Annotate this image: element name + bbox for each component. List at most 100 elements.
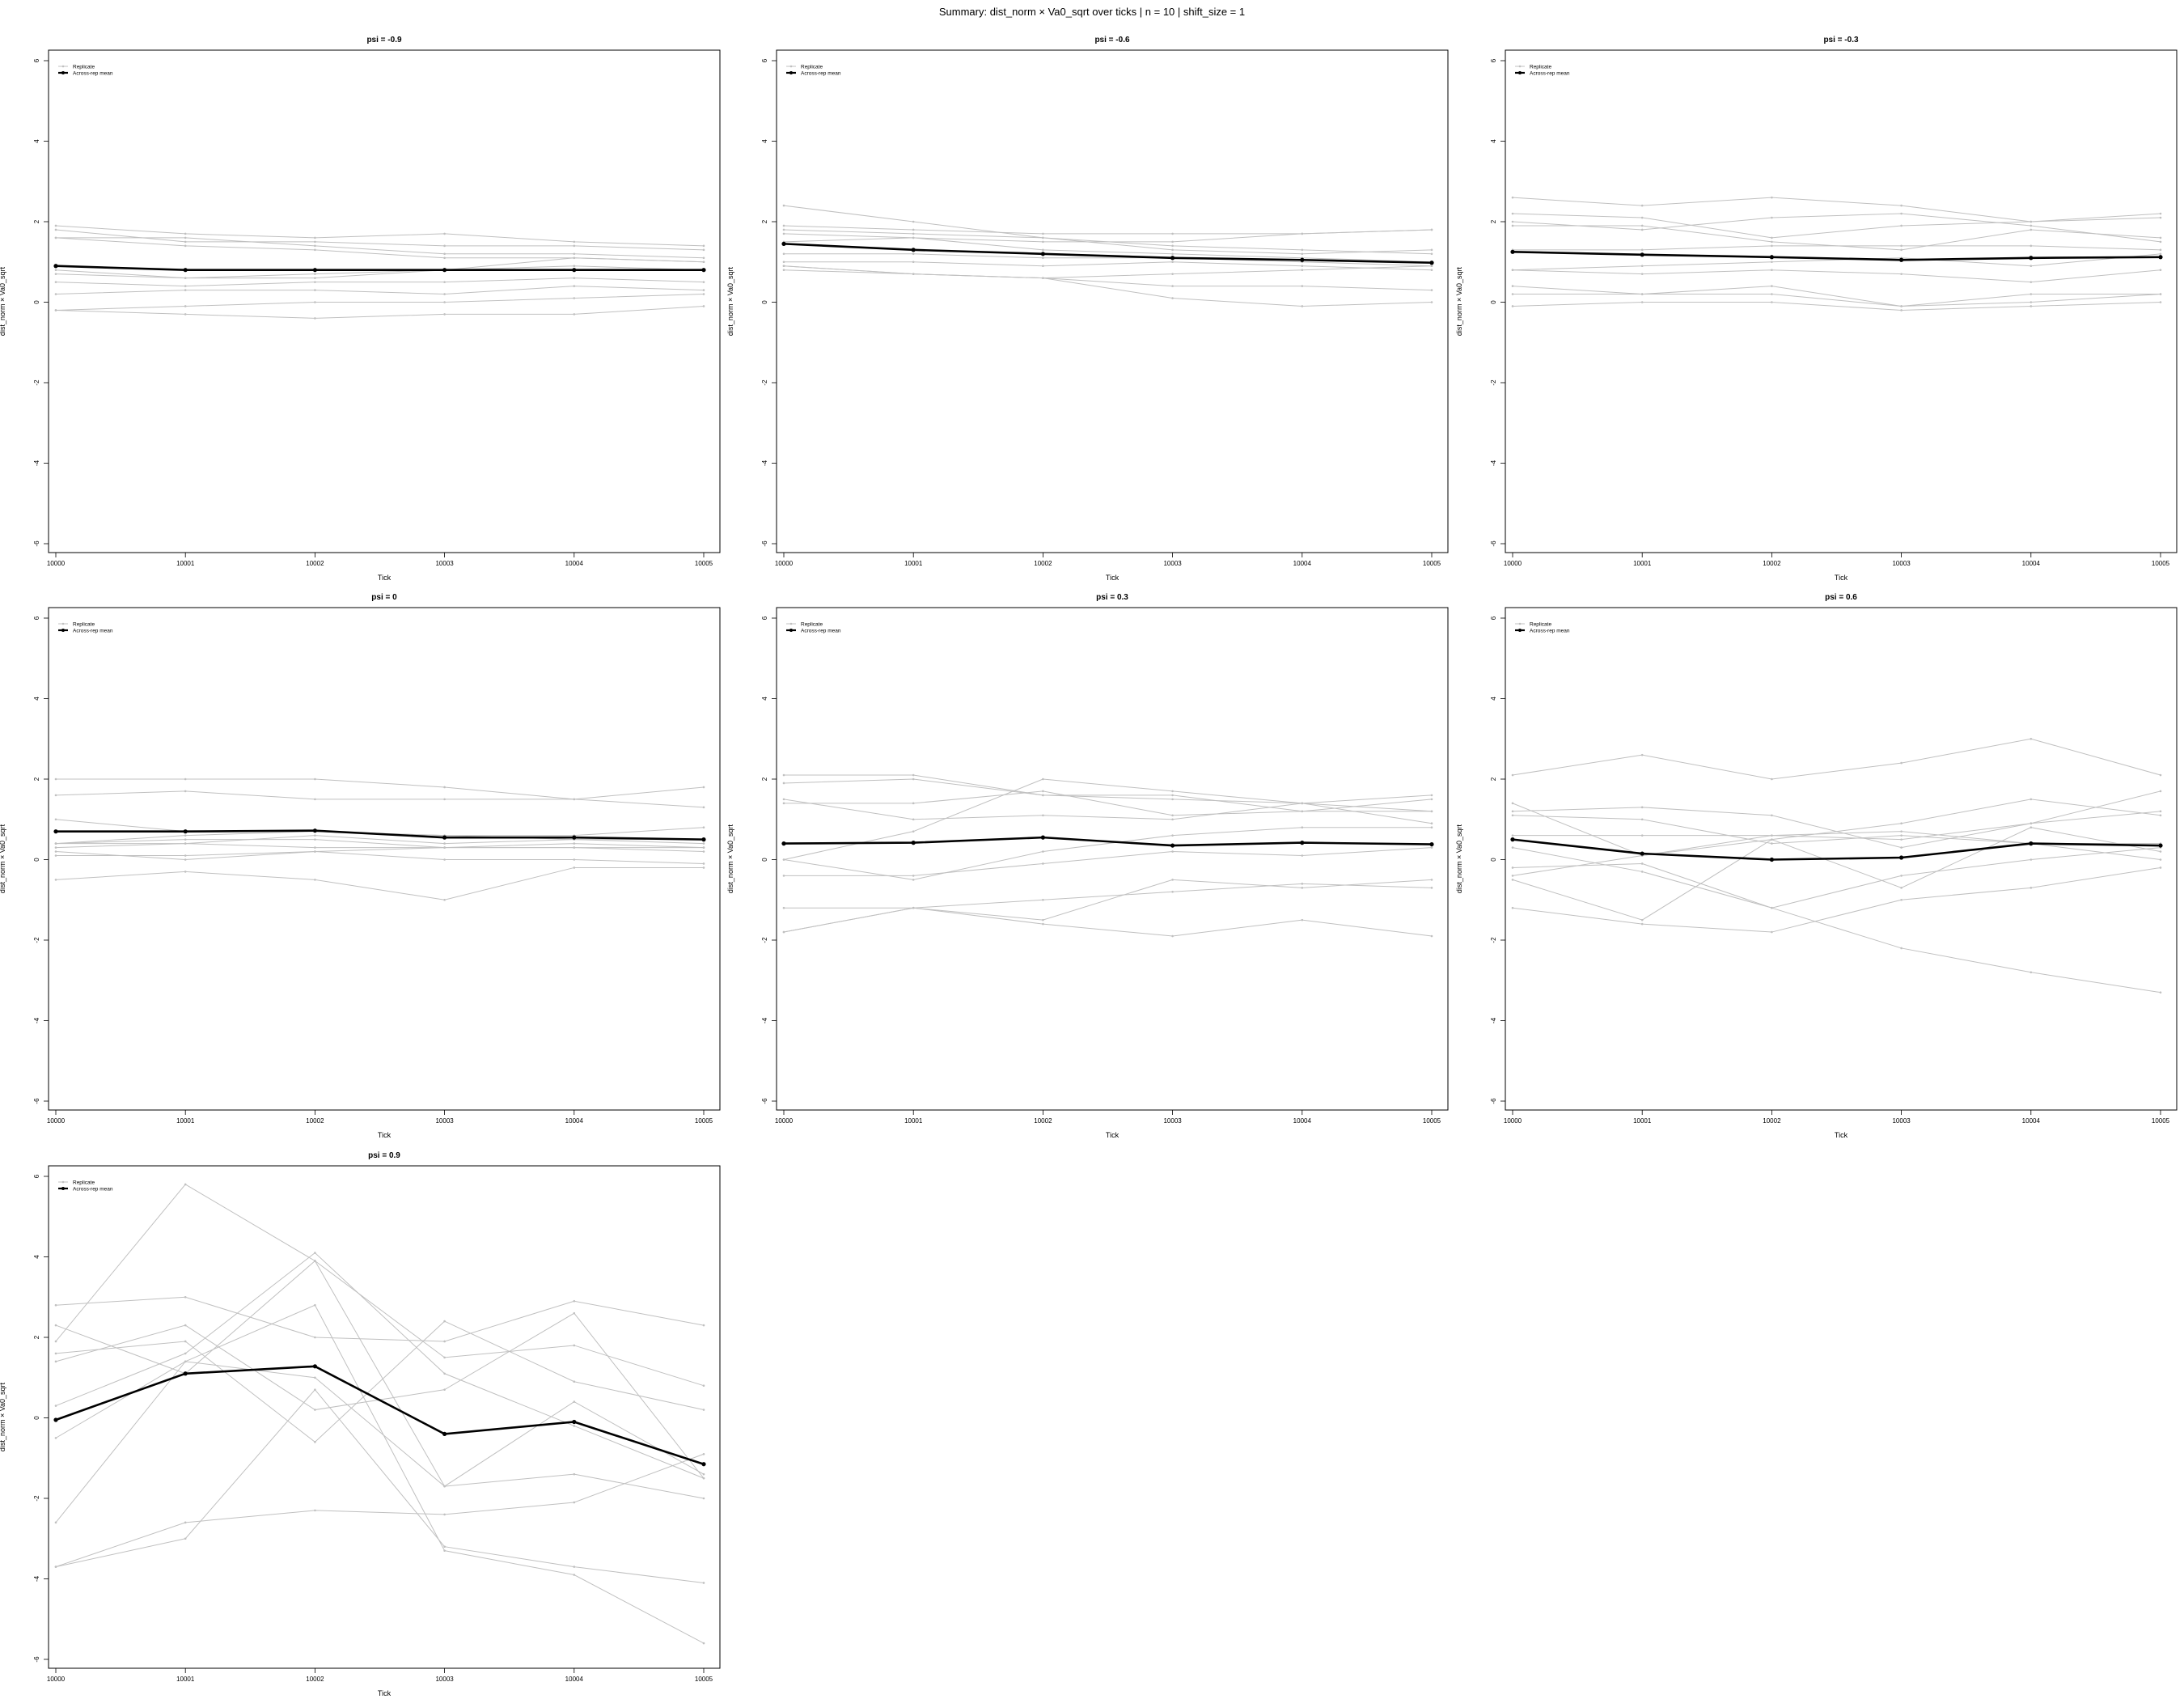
replicate-point <box>573 846 576 849</box>
replicate-point <box>1430 798 1433 801</box>
replicate-point <box>54 224 57 227</box>
replicate-point <box>702 786 705 789</box>
panel-title: psi = 0.6 <box>1825 593 1857 602</box>
replicate-point <box>54 1352 57 1355</box>
mean-point <box>2029 841 2034 846</box>
panel-title: psi = 0.3 <box>1096 593 1128 602</box>
replicate-line <box>55 1320 705 1443</box>
mean-point <box>572 1419 577 1425</box>
replicate-point <box>1771 834 1773 837</box>
replicate-point <box>2159 991 2162 994</box>
replicate-point <box>443 898 446 901</box>
replicate-point <box>184 1324 187 1327</box>
replicate-point <box>1900 838 1903 841</box>
replicate-point <box>573 1299 576 1303</box>
x-tick-label: 10004 <box>565 560 584 567</box>
legend-replicate-label: Replicate <box>73 622 95 628</box>
replicate-point <box>1640 818 1644 821</box>
mean-line <box>55 265 704 272</box>
replicate-point <box>1900 305 1903 307</box>
replicate-point <box>2159 810 2162 813</box>
replicate-point <box>1301 883 1304 885</box>
replicate-point <box>1771 293 1773 295</box>
y-tick-label: 0 <box>33 1416 40 1420</box>
legend-replicate-label: Replicate <box>801 65 823 70</box>
replicate-point <box>1430 810 1433 813</box>
y-tick-label: 2 <box>33 777 40 781</box>
replicate-point <box>1640 922 1644 926</box>
x-tick-label: 10000 <box>47 1117 66 1125</box>
replicate-point <box>1042 814 1044 817</box>
y-tick-label: -4 <box>1490 460 1497 466</box>
y-axis-label: dist_norm × Va0_sqrt <box>0 824 6 893</box>
y-tick-label: -4 <box>33 1017 40 1023</box>
replicate-point <box>314 1303 316 1307</box>
replicate-point <box>184 838 187 841</box>
replicate-point <box>573 1566 576 1568</box>
mean-point <box>572 268 577 273</box>
legend-mean-label: Across-rep mean <box>73 71 113 77</box>
replicate-point <box>1640 224 1644 227</box>
y-tick-label: 2 <box>761 777 768 781</box>
mean-point <box>442 1431 447 1436</box>
replicate-line <box>55 843 704 849</box>
y-tick-label: -4 <box>33 1575 40 1582</box>
panel-title: psi = 0 <box>371 593 397 602</box>
replicate-point <box>2030 305 2033 307</box>
replicate-line <box>1513 286 2161 307</box>
replicate-line <box>55 1388 705 1583</box>
replicate-point <box>184 305 187 307</box>
x-tick-label: 10002 <box>1034 1117 1052 1125</box>
replicate-point <box>782 269 785 272</box>
replicate-point <box>1771 777 1773 781</box>
x-axis-label: Tick <box>1106 1131 1120 1139</box>
replicate-point <box>314 1441 316 1443</box>
replicate-point <box>1511 773 1514 777</box>
mean-point <box>781 241 786 246</box>
replicate-point <box>1171 879 1174 881</box>
replicate-point <box>1771 842 1773 845</box>
replicate-point <box>702 281 705 283</box>
y-tick-label: 4 <box>761 139 768 143</box>
replicate-point <box>1511 866 1514 869</box>
panel-3: psi = 0 -6 -4 -2 0 2 4 6 10000 10001 10002 10003 100… <box>0 593 721 1139</box>
replicate-line <box>55 1260 705 1387</box>
replicate-point <box>54 293 57 295</box>
y-tick-label: 4 <box>761 697 768 701</box>
mean-line <box>55 1365 705 1465</box>
replicate-point <box>1640 216 1644 219</box>
plot-frame <box>1505 49 2178 553</box>
replicate-point <box>1430 826 1433 828</box>
legend-replicate-label: Replicate <box>73 1180 95 1186</box>
replicate-point <box>573 297 576 299</box>
replicate-point <box>314 846 316 849</box>
mean-point <box>1640 851 1644 856</box>
replicate-point <box>2159 301 2162 303</box>
replicate-point <box>54 269 57 272</box>
replicate-point <box>54 1521 57 1524</box>
replicate-line <box>55 265 705 279</box>
replicate-point <box>1771 244 1773 248</box>
replicate-point <box>1900 822 1903 825</box>
replicate-point <box>1900 846 1903 849</box>
replicate-point <box>314 301 316 303</box>
replicate-point <box>702 1384 705 1387</box>
replicate-point <box>912 773 915 777</box>
replicate-point <box>1301 305 1304 307</box>
replicate-point <box>702 842 705 845</box>
replicate-point <box>1171 798 1174 801</box>
replicate-point <box>314 834 316 837</box>
x-tick-label: 10002 <box>306 1117 324 1125</box>
replicate-point <box>54 879 57 881</box>
legend-mean-marker <box>1518 629 1522 632</box>
replicate-point <box>314 838 316 841</box>
legend-mean-marker <box>1518 71 1522 74</box>
y-tick-label: 2 <box>761 219 768 223</box>
mean-point <box>53 1417 58 1422</box>
replicate-point <box>184 285 187 287</box>
mean-point <box>1899 257 1904 262</box>
mean-point <box>53 829 58 834</box>
replicate-point <box>314 273 316 275</box>
replicate-point <box>1430 846 1433 849</box>
y-tick-label: 6 <box>33 616 40 620</box>
